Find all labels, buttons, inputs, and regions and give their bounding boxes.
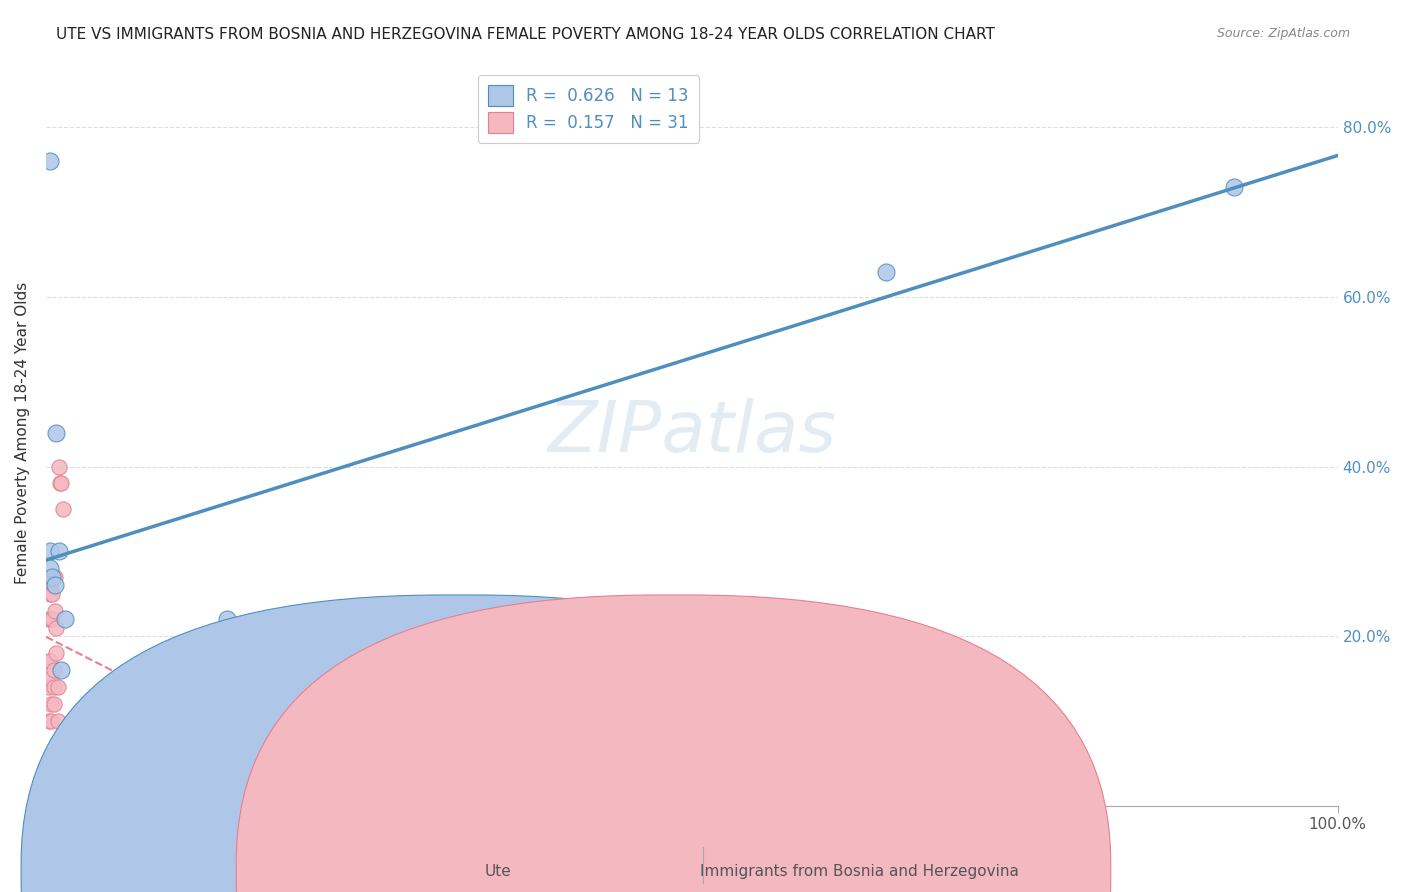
Point <box>41 570 63 584</box>
Point <box>41 612 63 626</box>
Point <box>38 587 60 601</box>
Point <box>42 680 65 694</box>
Point <box>215 612 238 626</box>
Point <box>38 655 60 669</box>
Point <box>37 756 59 771</box>
Point <box>39 697 62 711</box>
Text: ZIPatlas: ZIPatlas <box>547 398 837 467</box>
Point <box>38 154 60 169</box>
Point <box>38 612 60 626</box>
Point <box>41 760 63 774</box>
Point <box>45 621 67 635</box>
Point <box>38 714 60 728</box>
Point <box>38 655 60 669</box>
Point <box>48 459 70 474</box>
Legend: R =  0.626   N = 13, R =  0.157   N = 31: R = 0.626 N = 13, R = 0.157 N = 31 <box>478 76 699 143</box>
Point <box>38 544 60 558</box>
Point <box>1223 179 1246 194</box>
Point <box>42 697 65 711</box>
Point <box>44 570 66 584</box>
Point <box>38 612 60 626</box>
Point <box>49 476 72 491</box>
Point <box>46 714 69 728</box>
Point <box>45 646 67 660</box>
Point <box>52 502 75 516</box>
Y-axis label: Female Poverty Among 18-24 Year Olds: Female Poverty Among 18-24 Year Olds <box>15 282 30 583</box>
Text: Immigrants from Bosnia and Herzegovina: Immigrants from Bosnia and Herzegovina <box>700 864 1019 879</box>
Point <box>38 680 60 694</box>
Point <box>42 663 65 677</box>
Point <box>41 587 63 601</box>
Text: Ute: Ute <box>485 864 512 879</box>
Point <box>39 714 62 728</box>
Point <box>45 425 67 440</box>
Point <box>38 578 60 592</box>
Point <box>37 764 59 779</box>
Point <box>41 570 63 584</box>
Point <box>38 561 60 575</box>
Point <box>44 604 66 618</box>
Point <box>51 663 73 677</box>
Text: Source: ZipAtlas.com: Source: ZipAtlas.com <box>1216 27 1350 40</box>
Point <box>39 672 62 686</box>
Point <box>70 747 93 762</box>
Point <box>51 476 73 491</box>
Point <box>875 264 897 278</box>
Text: UTE VS IMMIGRANTS FROM BOSNIA AND HERZEGOVINA FEMALE POVERTY AMONG 18-24 YEAR OL: UTE VS IMMIGRANTS FROM BOSNIA AND HERZEG… <box>56 27 995 42</box>
Point <box>228 747 250 762</box>
Point <box>44 578 66 592</box>
Point <box>53 612 76 626</box>
Point <box>48 544 70 558</box>
Point <box>46 680 69 694</box>
